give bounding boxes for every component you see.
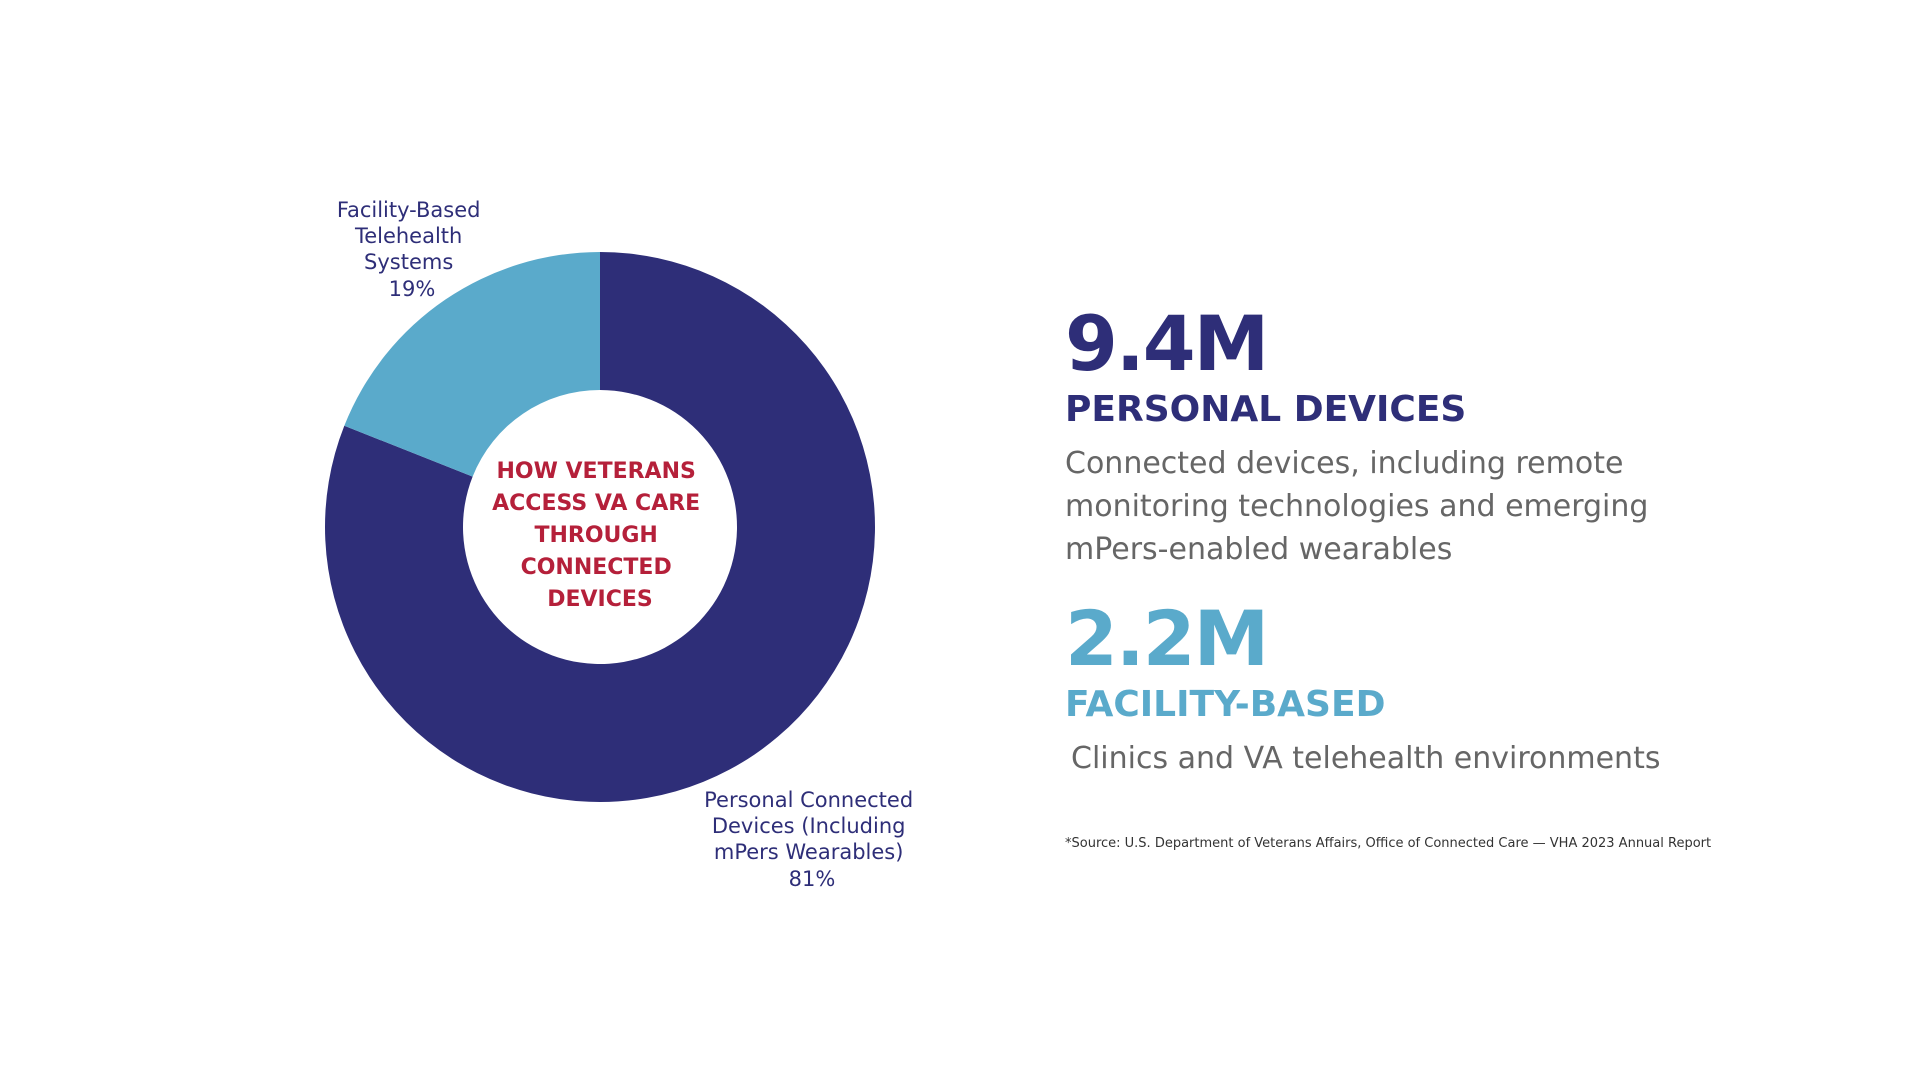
slice-label-personal-line-3: mPers Wearables) xyxy=(714,840,904,864)
stat-facility-value: 2.2M xyxy=(1065,594,1269,683)
stat-personal: 9.4M PERSONAL DEVICES Connected devices,… xyxy=(1065,300,1845,571)
stat-facility-description: Clinics and VA telehealth environments xyxy=(1071,741,1661,776)
donut-slice-facility xyxy=(344,252,600,477)
stat-facility-title: FACILITY-BASED xyxy=(1065,684,1386,725)
slice-value-facility: 19% xyxy=(389,277,436,301)
source-note: *Source: U.S. Department of Veterans Aff… xyxy=(1065,836,1712,851)
stats-panel: 9.4M PERSONAL DEVICES Connected devices,… xyxy=(1065,300,1845,852)
donut-center-title: HOW VETERANS ACCESS VA CARE THROUGH CONN… xyxy=(492,459,708,612)
stat-personal-title: PERSONAL DEVICES xyxy=(1065,389,1467,430)
slice-label-personal-line-1: Personal Connected xyxy=(704,788,913,812)
stat-personal-value: 9.4M xyxy=(1065,299,1269,388)
stat-facility: 2.2M FACILITY-BASED Clinics and VA teleh… xyxy=(1065,595,1845,780)
slice-label-personal-line-2: Devices (Including xyxy=(712,814,906,838)
center-title-line-2: ACCESS VA CARE xyxy=(492,491,700,516)
center-title-line-3: THROUGH xyxy=(534,523,657,548)
donut-slices xyxy=(324,252,875,803)
donut-slice-personal xyxy=(324,252,875,803)
slice-label-facility: Facility-Based Telehealth Systems 19% xyxy=(337,198,487,301)
slice-label-facility-line-2: Telehealth xyxy=(354,224,462,248)
slice-label-facility-line-3: Systems xyxy=(364,250,453,274)
stat-personal-description: Connected devices, including remote moni… xyxy=(1065,446,1649,567)
center-title-line-4: CONNECTED xyxy=(521,555,672,580)
center-title-line-5: DEVICES xyxy=(547,587,653,612)
slice-label-facility-line-1: Facility-Based xyxy=(337,198,481,222)
slice-label-personal: Personal Connected Devices (Including mP… xyxy=(704,788,920,891)
center-title-line-1: HOW VETERANS xyxy=(496,459,695,484)
slice-value-personal: 81% xyxy=(789,867,836,891)
